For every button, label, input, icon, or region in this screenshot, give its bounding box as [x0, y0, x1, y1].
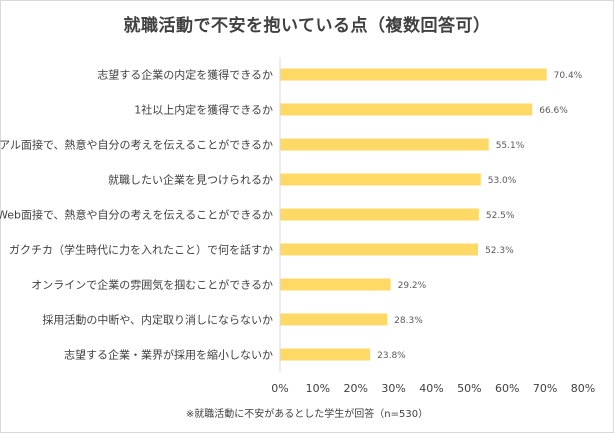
x-tick-label: 50% [457, 382, 481, 395]
category-label: ガクチカ（学生時代に力を入れたこと）で何を話すか [9, 243, 273, 257]
x-tick-label: 80% [571, 382, 595, 395]
x-tick-label: 60% [495, 382, 519, 395]
value-label: 66.6% [539, 106, 568, 116]
x-tick-label: 70% [533, 382, 557, 395]
bar [280, 348, 371, 361]
category-label: Web面接で、熱意や自分の考えを伝えることができるか [0, 208, 273, 222]
category-label: 採用活動の中断や、内定取り消しにならないか [42, 313, 273, 327]
bar [280, 243, 479, 256]
value-label: 28.3% [394, 316, 423, 326]
bar [280, 208, 479, 221]
x-tick-label: 0% [271, 382, 288, 395]
x-tick-label: 40% [419, 382, 443, 395]
category-label: オンラインで企業の雰囲気を掴むことができるか [31, 278, 273, 292]
value-label: 70.4% [554, 71, 583, 81]
bar [280, 103, 533, 116]
category-label: 1社以上内定を獲得できるか [134, 103, 273, 117]
value-label: 23.8% [377, 351, 406, 361]
x-tick-labels-group: 0% 10% 20% 30% 40% 50% 60% 70% 80% [271, 382, 595, 395]
bar [280, 173, 481, 186]
value-label: 29.2% [398, 281, 427, 291]
category-label: 就職したい企業を見つけられるか [108, 173, 273, 187]
value-label: 52.3% [485, 246, 514, 256]
category-labels-group: 志望する企業の内定を獲得できるか 1社以上内定を獲得できるかリアル面接で、熱意や自… [0, 68, 273, 362]
x-tick-label: 10% [306, 382, 330, 395]
bar [280, 313, 388, 326]
bar [280, 68, 547, 81]
chart-footnote: ※就職活動に不安があるとした学生が回答（n=530） [185, 409, 429, 420]
bars-group [280, 68, 547, 361]
value-label: 53.0% [488, 176, 517, 186]
bar [280, 278, 391, 291]
value-labels-group: 70.4% 66.6% 55.1% 53.0% 52.5% 52.3% 29.2% 28.3%… [377, 71, 583, 361]
chart-title: 就職活動で不安を抱いている点（複数回答可） [123, 16, 491, 36]
category-label: リアル面接で、熱意や自分の考えを伝えることができるか [0, 138, 273, 152]
bar [280, 138, 489, 151]
x-tick-label: 30% [381, 382, 405, 395]
value-label: 52.5% [486, 211, 515, 221]
category-label: 志望する企業の内定を獲得できるか [97, 68, 273, 82]
category-label: 志望する企業・業界が採用を縮小しないか [64, 348, 273, 362]
value-label: 55.1% [496, 141, 525, 151]
x-tick-label: 20% [344, 382, 368, 395]
